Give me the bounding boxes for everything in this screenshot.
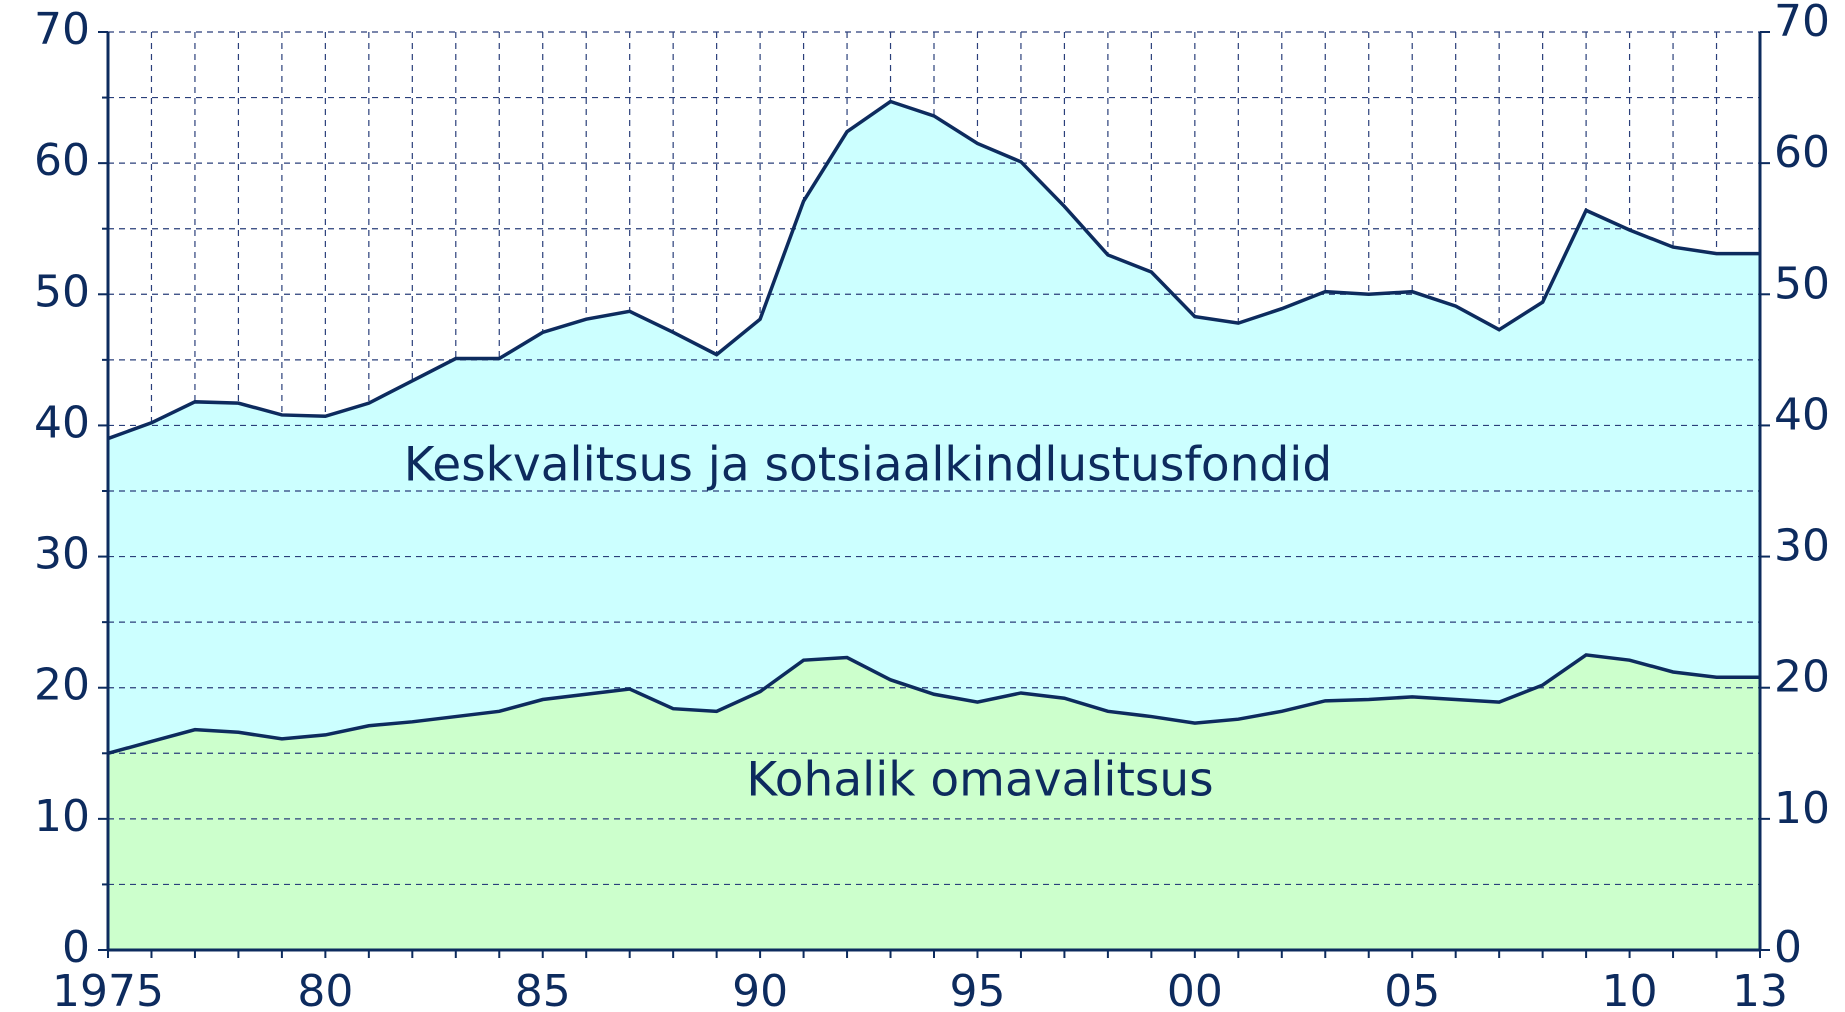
x-tick-label: 95 bbox=[949, 966, 1005, 1012]
y2-tick-label: 50 bbox=[1774, 258, 1830, 309]
x-tick-label: 80 bbox=[297, 966, 353, 1012]
x-tick-label: 90 bbox=[732, 966, 788, 1012]
x-tick-label: 85 bbox=[515, 966, 571, 1012]
line bbox=[107, 653, 1760, 755]
y-tick-label: 30 bbox=[34, 529, 90, 580]
y-tick-label: 10 bbox=[34, 791, 90, 842]
y2-tick-label: 10 bbox=[1774, 783, 1830, 834]
y2-tick-label: 30 bbox=[1774, 521, 1830, 572]
y-tick-label: 0 bbox=[62, 922, 90, 973]
area bbox=[108, 101, 1760, 754]
area bbox=[108, 654, 1760, 950]
y-tick-label: 50 bbox=[34, 266, 90, 317]
x-tick-label: 00 bbox=[1167, 966, 1223, 1012]
y2-tick-label: 0 bbox=[1774, 922, 1802, 973]
y2-tick-label: 70 bbox=[1774, 0, 1830, 47]
y-tick-label: 40 bbox=[34, 397, 90, 448]
series-label: Kohalik omavalitsus bbox=[746, 753, 1213, 808]
y2-tick-label: 60 bbox=[1774, 127, 1830, 178]
x-tick-label: 10 bbox=[1602, 966, 1658, 1012]
x-tick-label: 05 bbox=[1384, 966, 1440, 1012]
line bbox=[107, 99, 1760, 441]
y2-tick-label: 40 bbox=[1774, 389, 1830, 440]
y-tick-label: 70 bbox=[34, 4, 90, 55]
y-tick-label: 60 bbox=[34, 135, 90, 186]
x-tick-label: 1975 bbox=[52, 966, 164, 1012]
y-tick-label: 20 bbox=[34, 660, 90, 711]
y2-tick-label: 20 bbox=[1774, 652, 1830, 703]
series-label: Keskvalitsus ja sotsiaalkindlustusfondid bbox=[404, 438, 1332, 493]
x-tick-label: 13 bbox=[1732, 966, 1788, 1012]
